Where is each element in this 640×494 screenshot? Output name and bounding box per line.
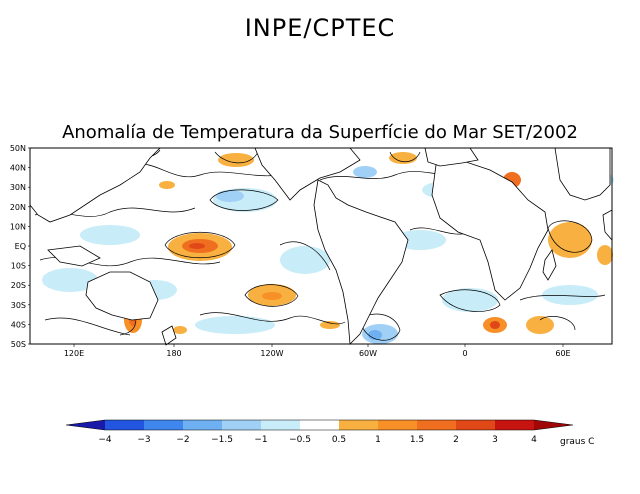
colorbar-outline bbox=[65, 419, 574, 431]
contour-line bbox=[164, 231, 236, 259]
colorbar-label: −3 bbox=[137, 435, 150, 445]
latitude-axis: 50N 40N 30N 20N 10N EQ 10S 20S 30S 40S 5… bbox=[10, 144, 30, 349]
lat-label: 30S bbox=[11, 301, 26, 310]
colorbar-segment bbox=[417, 420, 456, 430]
warm-anomaly-patch bbox=[597, 245, 613, 265]
cool-anomaly-patch bbox=[80, 225, 140, 245]
lat-label: EQ bbox=[15, 242, 26, 251]
cool-anomaly-patch bbox=[542, 285, 598, 305]
contour-line bbox=[279, 241, 331, 271]
colorbar-segment bbox=[456, 420, 495, 430]
colorbar-arrow-right bbox=[534, 420, 573, 430]
colorbar-label: −0.5 bbox=[289, 435, 311, 445]
longitude-axis: 120E 180 120W 60W 0 60E bbox=[64, 344, 571, 358]
lat-label: 20S bbox=[11, 281, 26, 290]
colorbar-label: 0.5 bbox=[332, 435, 346, 445]
colorbar-label: −1 bbox=[254, 435, 267, 445]
contour-line bbox=[547, 220, 593, 253]
south-america-landmass bbox=[313, 179, 409, 345]
contour-line bbox=[519, 294, 606, 301]
asia-west-landmass bbox=[554, 147, 611, 201]
lat-label: 40S bbox=[11, 320, 26, 329]
colorbar-label: 2 bbox=[453, 435, 459, 445]
cool-anomaly-core bbox=[368, 330, 382, 340]
colorbar-segment bbox=[222, 420, 261, 430]
warm-anomaly-patch bbox=[159, 181, 175, 189]
colorbar-segment bbox=[300, 420, 339, 430]
cool-anomaly-patch bbox=[42, 268, 98, 292]
north-america-landmass bbox=[254, 147, 361, 201]
contour-line bbox=[439, 289, 501, 312]
colorbar: −4 −3 −2 −1.5 −1 −0.5 0.5 1 1.5 2 3 4 gr… bbox=[65, 419, 594, 447]
colorbar-label: −1.5 bbox=[211, 435, 233, 445]
colorbar-arrow-left bbox=[66, 420, 105, 430]
warm-anomaly-patch bbox=[548, 222, 592, 258]
warm-anomaly-patch bbox=[526, 316, 554, 334]
warm-anomaly-patch bbox=[389, 152, 417, 164]
australia-landmass bbox=[85, 271, 159, 321]
colorbar-segment bbox=[378, 420, 417, 430]
colorbar-segment bbox=[339, 420, 378, 430]
contour-line bbox=[214, 151, 259, 164]
lat-label: 10S bbox=[11, 262, 26, 271]
page-title: INPE/CPTEC bbox=[244, 14, 396, 42]
cool-anomaly-patch bbox=[280, 246, 330, 274]
madagascar-landmass bbox=[542, 249, 557, 281]
colorbar-label: 1 bbox=[375, 435, 381, 445]
cool-anomaly-core bbox=[216, 190, 244, 202]
contour-line bbox=[199, 312, 346, 325]
cool-anomaly-patch bbox=[195, 316, 275, 334]
lat-label: 30N bbox=[10, 183, 26, 192]
map-title: Anomalía de Temperatura da Superfície do… bbox=[62, 122, 578, 143]
colorbar-segment bbox=[183, 420, 222, 430]
colorbar-segment bbox=[105, 420, 144, 430]
colorbar-label: −4 bbox=[98, 435, 112, 445]
warm-anomaly-core bbox=[189, 243, 205, 249]
contour-line bbox=[209, 189, 279, 211]
contour-line bbox=[359, 313, 401, 341]
lon-label: 0 bbox=[462, 349, 467, 358]
lon-label: 60W bbox=[359, 349, 377, 358]
lon-label: 60E bbox=[555, 349, 570, 358]
colorbar-label: −2 bbox=[176, 435, 189, 445]
lon-label: 120E bbox=[64, 349, 84, 358]
asia-landmass bbox=[29, 147, 161, 223]
contour-line bbox=[44, 317, 131, 336]
colorbar-label: 4 bbox=[531, 435, 537, 445]
contour-line bbox=[539, 316, 576, 331]
contour-line bbox=[389, 151, 421, 163]
africa-landmass bbox=[431, 159, 549, 301]
lat-label: 20N bbox=[10, 203, 26, 212]
colorbar-segment bbox=[495, 420, 534, 430]
colorbar-segment bbox=[144, 420, 183, 430]
new-zealand-landmass bbox=[161, 325, 177, 346]
land-masses bbox=[29, 147, 613, 346]
contour-line bbox=[244, 284, 299, 307]
india-landmass bbox=[602, 209, 613, 242]
lon-label: 120W bbox=[260, 349, 283, 358]
colorbar-label: 3 bbox=[492, 435, 498, 445]
warm-anomaly-patch bbox=[173, 326, 187, 334]
warm-anomaly-core bbox=[262, 292, 282, 300]
colorbar-unit-label: graus C bbox=[560, 437, 594, 447]
warm-anomaly-core bbox=[490, 321, 500, 329]
warm-anomaly-patch bbox=[218, 153, 254, 167]
cool-anomaly-patch bbox=[442, 288, 498, 312]
indonesia-landmass bbox=[47, 245, 101, 267]
colorbar-label: 1.5 bbox=[410, 435, 424, 445]
lat-label: 50S bbox=[11, 340, 26, 349]
lat-label: 50N bbox=[10, 144, 26, 153]
lon-label: 180 bbox=[166, 349, 181, 358]
lat-label: 40N bbox=[10, 164, 26, 173]
warm-anomaly-patch bbox=[320, 321, 340, 329]
colorbar-segment bbox=[261, 420, 300, 430]
lat-label: 10N bbox=[10, 222, 26, 231]
cool-anomaly-patch bbox=[353, 166, 377, 178]
contour-lines bbox=[34, 149, 606, 341]
